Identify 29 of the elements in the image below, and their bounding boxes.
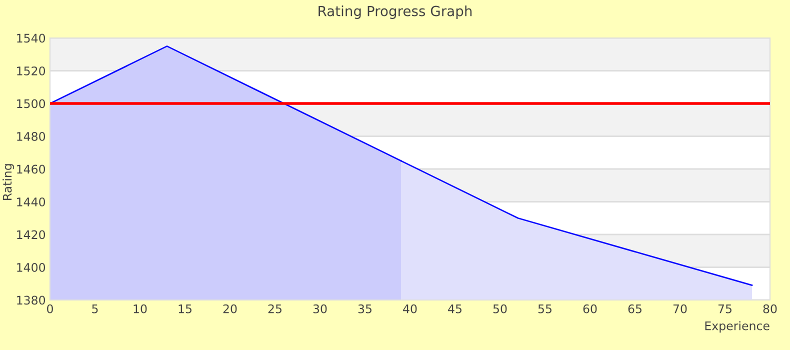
x-tick-label: 15 bbox=[178, 304, 192, 314]
x-tick-label: 35 bbox=[358, 304, 372, 314]
y-tick-label: 1520 bbox=[17, 66, 46, 76]
x-tick-label: 25 bbox=[268, 304, 282, 314]
y-tick-label: 1400 bbox=[17, 262, 46, 272]
x-tick-label: 5 bbox=[92, 304, 98, 314]
x-tick-label: 20 bbox=[223, 304, 237, 314]
x-tick-label: 45 bbox=[448, 304, 462, 314]
chart-title: Rating Progress Graph bbox=[318, 6, 472, 19]
x-tick-label: 75 bbox=[718, 304, 732, 314]
y-tick-label: 1420 bbox=[17, 230, 46, 240]
x-tick-label: 55 bbox=[538, 304, 552, 314]
x-axis-title: Experience bbox=[705, 321, 770, 333]
y-tick-label: 1500 bbox=[17, 99, 46, 108]
y-tick-label: 1480 bbox=[17, 132, 46, 141]
y-tick-label: 1540 bbox=[17, 34, 46, 43]
x-tick-label: 60 bbox=[583, 304, 597, 314]
x-tick-label: 65 bbox=[628, 304, 642, 314]
x-tick-label: 30 bbox=[313, 304, 327, 314]
x-tick-label: 70 bbox=[673, 304, 687, 314]
y-tick-label: 1380 bbox=[17, 296, 46, 305]
y-axis-title: Rating bbox=[2, 164, 14, 200]
y-tick-label: 1440 bbox=[17, 197, 46, 206]
x-tick-label: 0 bbox=[47, 304, 53, 314]
y-tick-label: 1460 bbox=[17, 164, 46, 174]
x-tick-label: 50 bbox=[493, 304, 507, 314]
x-tick-label: 40 bbox=[403, 304, 417, 314]
x-tick-label: 80 bbox=[763, 304, 777, 314]
x-tick-label: 10 bbox=[134, 304, 147, 314]
